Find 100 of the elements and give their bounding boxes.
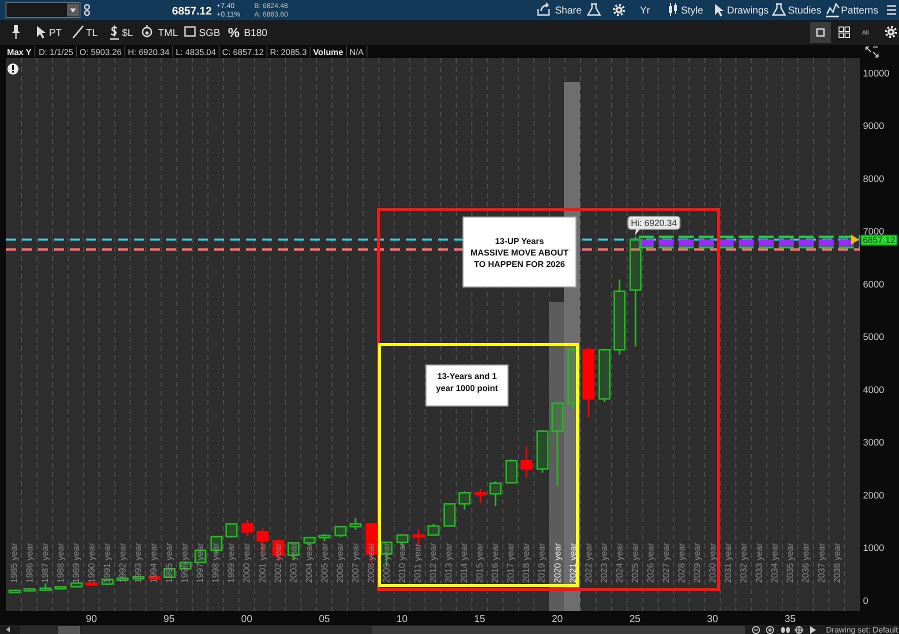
x2-tick-label: 2007 year — [350, 542, 360, 583]
text: PT — [49, 28, 62, 39]
text: H: 6920.34 — [128, 47, 170, 57]
x2-tick-label: 2030 year — [708, 542, 718, 583]
annotation: Hi: 6920.34 — [630, 218, 677, 228]
candlestick — [54, 586, 67, 590]
x2-tick-label: 1989 year — [70, 542, 81, 583]
text: Max Y — [7, 47, 32, 57]
y-tick-label: 3000 — [863, 438, 884, 449]
x2-tick-label: 2014 year — [459, 542, 470, 583]
candlestick — [474, 488, 487, 504]
candlestick — [349, 517, 362, 530]
y-tick-label: 8000 — [863, 174, 884, 185]
text: Style — [681, 6, 704, 16]
y-tick-label: 6000 — [863, 279, 884, 290]
x2-tick-label: 2025 year — [630, 542, 640, 583]
candlestick — [443, 503, 456, 527]
x2-tick-label: 2020 year — [552, 542, 562, 583]
candlestick — [427, 523, 440, 536]
text: C: 6857.12 — [222, 47, 264, 57]
x2-tick-label: 1994 year — [148, 542, 159, 583]
x-tick-label: 00 — [241, 614, 253, 625]
x2-tick-label: 2005 year — [319, 542, 330, 583]
y-tick-label: 10000 — [863, 68, 890, 80]
text: Drawings — [727, 6, 769, 16]
candlestick — [39, 582, 52, 592]
x2-tick-label: 1991 year — [102, 542, 112, 583]
x2-tick-label: 2028 year — [676, 542, 686, 583]
y-tick-label: 7000 — [863, 226, 884, 238]
x-tick-label: 05 — [318, 614, 330, 625]
text: TL — [86, 28, 98, 39]
x-tick-label: 90 — [86, 614, 98, 625]
candlestick — [582, 346, 595, 418]
candlestick — [629, 236, 642, 348]
x2-tick-label: 2015 year — [474, 542, 485, 583]
x2-tick-label: 2027 year — [660, 542, 671, 583]
x2-tick-label: 2017 year — [506, 542, 516, 583]
x2-tick-label: 2026 year — [645, 542, 656, 583]
candlestick — [241, 518, 254, 536]
x-tick-label: 20 — [552, 614, 564, 625]
text: SGB — [199, 28, 220, 39]
x2-tick-label: 2035 year — [785, 542, 796, 583]
x2-tick-label: 1997 year — [195, 542, 206, 583]
x2-tick-label: 1990 year — [86, 542, 96, 583]
x2-tick-label: 2009 year — [381, 542, 392, 583]
text: 6857.12 — [172, 6, 212, 18]
x2-tick-label: 2021 year — [568, 542, 578, 583]
candlestick — [520, 446, 533, 478]
y-tick-label: 1000 — [863, 543, 884, 554]
text: Patterns — [841, 6, 878, 16]
x2-tick-label: 2003 year — [288, 542, 298, 583]
text: TML — [158, 28, 178, 39]
x2-tick-label: 1992 year — [117, 542, 128, 583]
candlestick — [85, 581, 98, 586]
x2-tick-label: 2013 year — [444, 542, 454, 583]
x2-tick-label: 2023 year — [598, 542, 609, 583]
text: Yr — [640, 6, 651, 16]
x2-tick-label: 2004 year — [304, 542, 314, 583]
x2-tick-label: 1998 year — [210, 542, 221, 583]
candlestick — [458, 490, 471, 510]
x2-tick-label: 2008 year — [366, 542, 376, 583]
candlestick — [318, 533, 331, 542]
text: $L — [122, 28, 134, 39]
x2-tick-label: 2037 year — [816, 542, 826, 583]
text: Studies — [788, 6, 822, 16]
candlestick — [334, 525, 347, 538]
x2-tick-label: 2002 year — [272, 542, 283, 583]
x2-tick-label: 2036 year — [800, 542, 811, 583]
x2-tick-label: 1985 year — [8, 542, 19, 583]
annotation: 13-Years and 1 year 1000 point — [436, 371, 498, 393]
x-tick-label: 25 — [629, 614, 641, 625]
x2-tick-label: 2034 year — [770, 542, 780, 583]
y-tick-label: 0 — [863, 596, 868, 607]
x2-tick-label: 1996 year — [180, 542, 190, 583]
candlestick — [489, 480, 502, 507]
text: B180 — [244, 28, 268, 39]
candlestick — [598, 348, 611, 403]
x2-tick-label: 1999 year — [226, 542, 236, 583]
x2-tick-label: 2022 year — [583, 542, 594, 583]
candlestick — [8, 590, 21, 594]
x2-tick-label: 2010 year — [397, 542, 408, 583]
candlestick — [536, 429, 549, 474]
text: N/A — [349, 47, 364, 57]
candlestick — [551, 402, 564, 487]
x2-tick-label: 1988 year — [55, 542, 66, 583]
x2-tick-label: 1995 year — [164, 542, 174, 583]
text: O: 5903.26 — [80, 47, 122, 57]
x2-tick-label: 2032 year — [738, 542, 749, 583]
x2-tick-label: 2006 year — [334, 542, 345, 583]
x2-tick-label: 2018 year — [521, 542, 532, 583]
annotation: 13-UP Years MASSIVE MOVE ABOUT TO HAPPEN FOR 2026 — [470, 236, 570, 269]
x2-tick-label: 2012 year — [428, 542, 438, 583]
candlestick — [613, 278, 626, 356]
x2-tick-label: 1993 year — [133, 542, 144, 583]
text: Volume — [313, 47, 344, 57]
candlestick — [70, 582, 83, 588]
y-tick-label: 2000 — [863, 490, 884, 502]
text: % — [228, 25, 240, 40]
text: Share — [555, 6, 582, 16]
x-tick-label: 35 — [784, 614, 796, 625]
